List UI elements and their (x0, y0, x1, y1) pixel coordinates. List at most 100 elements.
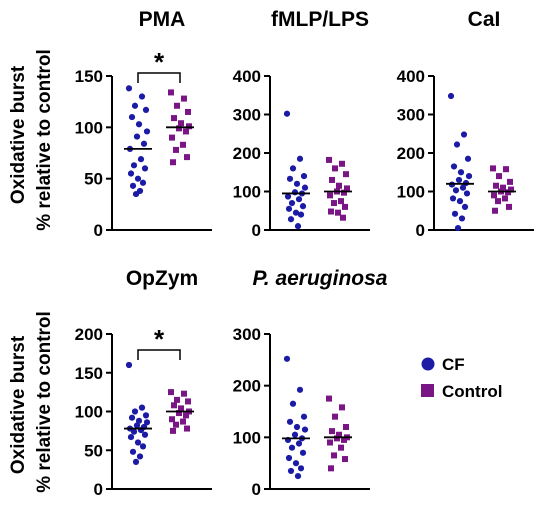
data-point-control (492, 207, 498, 214)
data-point-cf (127, 433, 135, 441)
data-point-control (338, 198, 344, 205)
y-tick-label: 400 (397, 67, 425, 86)
data-point-control (328, 465, 334, 472)
y-tick-label: 100 (75, 403, 103, 422)
data-point-cf (301, 184, 309, 191)
data-point-control (331, 200, 337, 207)
y-axis-label-bottom-line2: % relative to control (34, 311, 55, 493)
data-point-control (343, 171, 349, 178)
data-point-cf (301, 426, 309, 433)
data-point-cf (141, 431, 149, 438)
data-point-cf (137, 156, 145, 163)
y-tick-label: 0 (416, 221, 425, 240)
data-point-control (176, 410, 182, 417)
y-tick-label: 300 (397, 106, 425, 125)
data-point-control (173, 421, 179, 428)
data-point-cf (139, 179, 147, 186)
data-point-control (326, 156, 332, 163)
data-point-control (490, 165, 496, 172)
y-axis-label-top-line2: % relative to control (34, 49, 55, 231)
data-point-cf (125, 361, 133, 369)
data-point-cf (125, 85, 133, 92)
data-point-control (326, 395, 332, 402)
legend: CF Control (421, 355, 502, 401)
panel-title: P. aeruginosa (252, 267, 387, 290)
data-point-control (507, 178, 513, 185)
y-tick-label: 200 (397, 144, 425, 163)
data-point-cf (293, 423, 301, 431)
y-axis-label-top-line1: Oxidative burst (8, 65, 29, 204)
data-point-control (491, 192, 497, 199)
legend-cf-label: CF (442, 355, 465, 374)
data-point-control (503, 166, 509, 173)
y-tick-label: 200 (75, 325, 103, 344)
data-point-cf (283, 355, 291, 362)
data-point-cf (463, 190, 471, 197)
data-point-cf (291, 431, 299, 438)
data-point-control (174, 102, 180, 109)
significance-star: * (154, 324, 165, 354)
data-point-control (170, 159, 176, 166)
data-point-control (343, 424, 349, 430)
data-point-cf (143, 419, 151, 426)
data-point-control (493, 182, 499, 189)
data-point-cf (138, 404, 146, 411)
data-point-control (327, 192, 333, 199)
panel-title: fMLP/LPS (271, 8, 369, 31)
data-point-cf (461, 203, 469, 210)
data-point-cf (291, 189, 299, 196)
y-axis-label-bottom-line1: Oxidative burst (8, 335, 29, 474)
data-point-cf (285, 205, 293, 212)
data-point-cf (135, 121, 143, 128)
data-point-control (328, 208, 334, 215)
y-tick-label: 100 (397, 183, 425, 202)
y-tick-label: 100 (233, 183, 261, 202)
data-point-cf (300, 413, 308, 420)
y-tick-label: 300 (233, 325, 261, 344)
data-point-control (185, 108, 191, 115)
data-point-cf (129, 182, 137, 189)
y-tick-label: 150 (75, 67, 103, 86)
significance-bracket (137, 72, 181, 83)
data-point-cf (454, 224, 462, 232)
y-tick-label: 200 (233, 144, 261, 163)
data-point-cf (138, 93, 146, 100)
data-point-cf (132, 190, 140, 198)
data-point-control (336, 431, 342, 438)
data-point-control (171, 402, 177, 409)
data-point-cf (131, 102, 139, 109)
data-point-control (168, 89, 174, 96)
y-tick-label: 50 (84, 441, 103, 460)
data-point-cf (453, 141, 461, 148)
data-point-cf (141, 165, 149, 172)
data-point-control (329, 428, 335, 435)
data-point-cf (132, 458, 140, 465)
data-point-control (327, 439, 333, 446)
data-point-cf (297, 211, 305, 218)
data-point-control (500, 184, 506, 191)
data-point-control (339, 404, 345, 411)
data-point-control (331, 452, 337, 459)
data-point-control (334, 435, 340, 442)
data-point-cf (455, 176, 463, 184)
data-point-cf (452, 187, 460, 194)
data-point-cf (289, 400, 297, 407)
data-point-cf (292, 209, 300, 216)
data-point-cf (134, 439, 142, 446)
data-point-cf (128, 414, 136, 421)
y-tick-label: 0 (94, 480, 103, 499)
data-point-control (342, 456, 348, 463)
significance-star: * (154, 47, 165, 77)
panel-title: OpZym (126, 267, 198, 290)
data-point-cf (127, 170, 135, 177)
data-point-cf (459, 184, 467, 191)
data-point-cf (133, 133, 141, 140)
y-tick-label: 400 (233, 67, 261, 86)
data-point-control (183, 128, 189, 135)
data-point-cf (140, 140, 148, 147)
data-point-cf (130, 428, 138, 435)
data-point-control (185, 398, 191, 405)
panel-title: CaI (468, 8, 501, 31)
data-point-cf (136, 453, 144, 460)
